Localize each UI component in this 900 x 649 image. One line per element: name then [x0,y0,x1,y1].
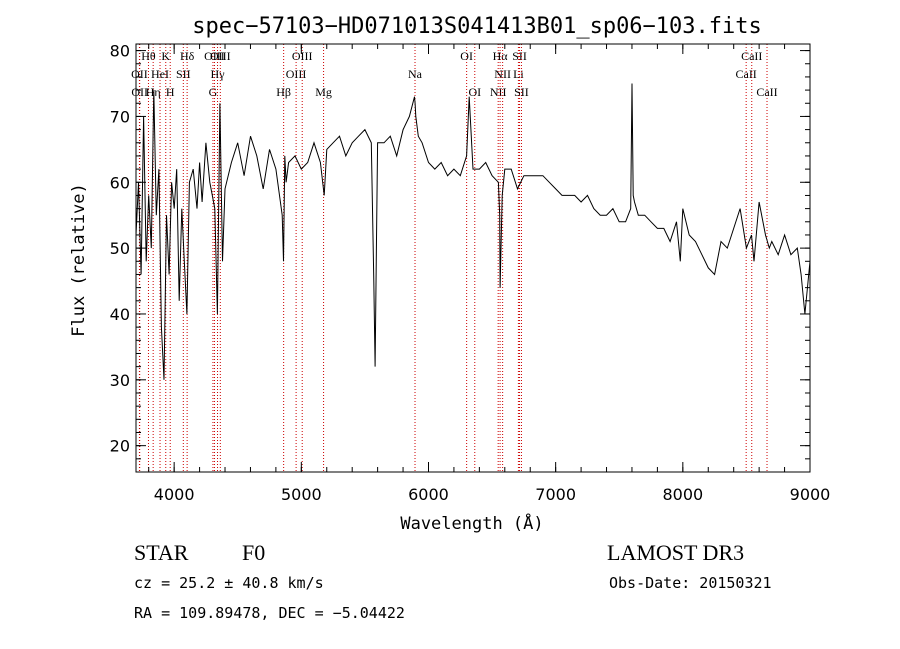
line-marker-label: CaII [756,85,777,99]
line-marker-label: Hβ [276,85,291,99]
plot-frame [135,43,811,473]
line-marker-label: Hα [493,49,509,63]
line-marker-label: Hη [146,85,161,99]
line-marker-label: H [166,85,175,99]
line-marker-label: OIII [292,49,313,63]
y-tick-label: 70 [110,107,130,126]
line-marker-label: NII [490,85,507,99]
y-tick-label: 30 [110,371,130,390]
chart-title: spec−57103−HD071013S041413B01_sp06−103.f… [192,14,762,39]
y-tick-label: 60 [110,173,130,192]
survey-name: LAMOST DR3 [607,540,745,565]
y-tick-label: 50 [110,239,130,258]
y-tick-label: 20 [110,437,130,456]
x-tick-label: 6000 [408,485,449,504]
y-tick-label: 80 [110,42,130,61]
line-marker-label: SII [514,85,529,99]
x-tick-label: 8000 [662,485,703,504]
x-axis-label: Wavelength (Å) [400,512,543,534]
line-marker-label: NII [494,67,511,81]
line-marker-label: CaII [741,49,762,63]
line-marker-label: HeI [151,67,169,81]
y-axis-label: Flux (relative) [69,183,89,337]
line-marker-label: OIII [286,67,307,81]
axis-ticks [136,44,811,472]
line-marker-label: K [161,49,170,63]
line-marker-label: Na [408,67,423,81]
line-marker-label: OI [460,49,473,63]
line-marker-label: OIII [204,49,225,63]
line-marker-label: Mg [315,85,332,99]
line-marker-label: SII [176,67,191,81]
line-marker-label: Li [513,67,524,81]
sky-coordinates: RA = 109.89478, DEC = −5.04422 [134,604,405,622]
observation-date: Obs-Date: 20150321 [609,574,772,592]
x-tick-label: 4000 [154,485,195,504]
line-marker-label: G [209,85,218,99]
line-marker-label: SII [512,49,527,63]
y-tick-label: 40 [110,305,130,324]
line-marker-label: Hθ [141,49,156,63]
line-marker-label: OI [468,85,481,99]
x-tick-label: 9000 [790,485,831,504]
redshift-readout: cz = 25.2 ± 40.8 km/s [134,574,324,592]
x-tick-label: 7000 [535,485,576,504]
line-marker-label: Hγ [211,67,226,81]
x-tick-label: 5000 [281,485,322,504]
object-class: STAR [134,540,189,565]
line-marker-label: Hδ [180,49,195,63]
axis-tick-labels: 4000 5000 6000 7000 8000 9000 20 30 40 50 60 70 80 [110,42,831,504]
line-marker-label: CaII [735,67,756,81]
line-marker-label: OIII [210,49,231,63]
object-subclass: F0 [242,540,266,565]
flux-series-line [135,83,811,380]
